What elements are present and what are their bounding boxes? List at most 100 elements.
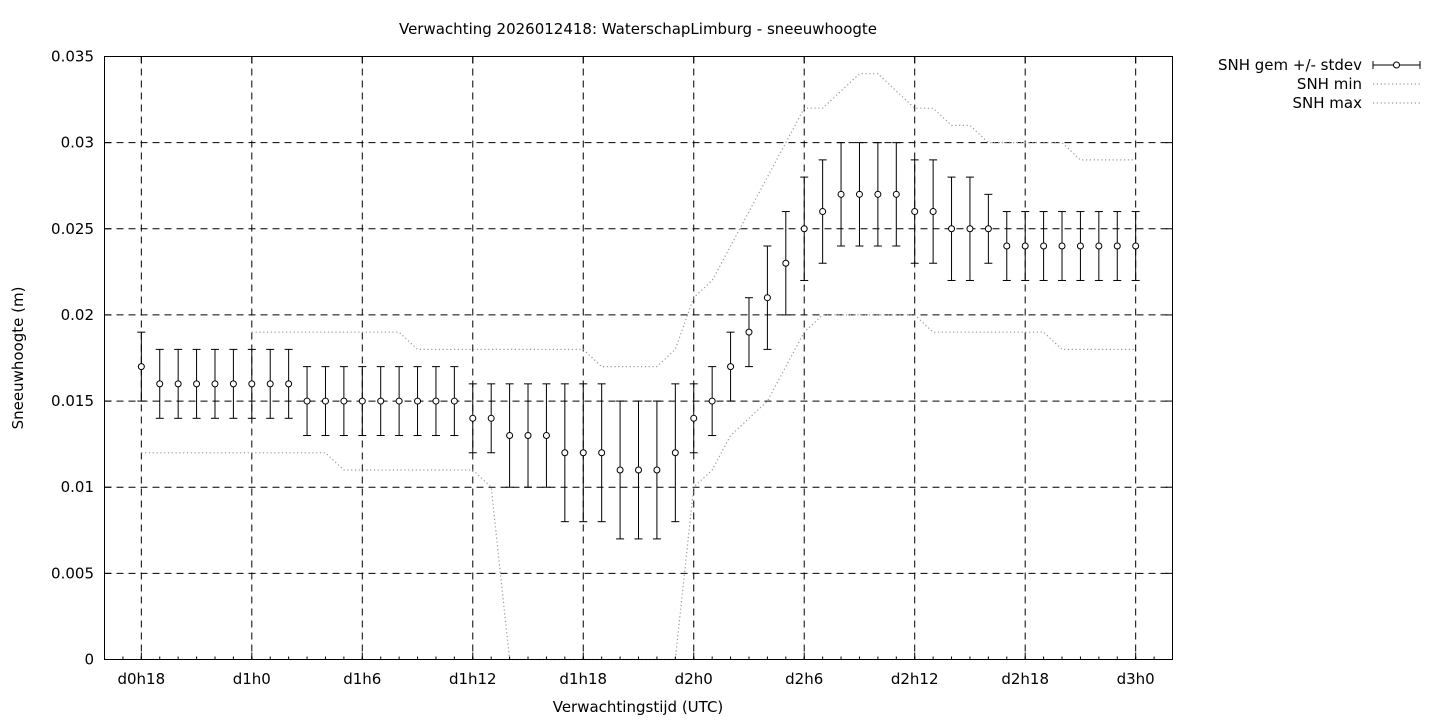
mean-marker xyxy=(414,397,422,405)
mean-marker xyxy=(911,208,919,216)
y-tick-label: 0.025 xyxy=(51,220,94,238)
mean-marker xyxy=(377,397,385,405)
errorbar-point xyxy=(929,159,938,264)
errorbar-point xyxy=(1076,211,1085,281)
errorbar-point xyxy=(468,383,477,454)
mean-marker xyxy=(1058,242,1066,250)
legend-label-snh-max: SNH max xyxy=(1293,94,1363,112)
mean-marker xyxy=(340,397,348,405)
mean-marker xyxy=(782,259,790,267)
x-tick-label: d3h0 xyxy=(1117,670,1155,688)
errorbar-point xyxy=(155,348,164,419)
errorbar-point xyxy=(579,383,588,523)
mean-marker xyxy=(137,363,145,371)
errorbar-point xyxy=(1058,211,1067,281)
mean-marker xyxy=(948,225,956,233)
errorbar-point xyxy=(266,348,275,419)
x-tick-label: d2h18 xyxy=(1001,670,1049,688)
errorbar-point xyxy=(616,400,625,540)
chart-title: Verwachting 2026012418: WaterschapLimbur… xyxy=(399,20,877,38)
errorbar-point xyxy=(1094,211,1103,281)
x-tick-label: d2h0 xyxy=(675,670,713,688)
mean-marker xyxy=(653,466,661,474)
errorbar-point xyxy=(910,159,919,264)
mean-marker xyxy=(1021,242,1029,250)
errorbar-point xyxy=(560,383,569,523)
errorbar-point xyxy=(505,383,514,488)
legend-swatch-marker xyxy=(1393,61,1400,69)
errorbar-point xyxy=(947,176,956,281)
errorbar-point xyxy=(965,176,974,281)
mean-marker xyxy=(542,432,550,440)
mean-marker xyxy=(174,380,182,388)
plot-frame xyxy=(104,56,1173,660)
errorbar-point xyxy=(487,383,496,454)
mean-marker xyxy=(1095,242,1103,250)
mean-marker xyxy=(395,397,403,405)
errorbar-point xyxy=(671,383,680,523)
mean-marker xyxy=(321,397,329,405)
errorbar-point xyxy=(137,331,146,402)
errorbar-point xyxy=(689,383,698,454)
errorbar-point xyxy=(284,348,293,419)
errorbar-point xyxy=(339,366,348,437)
x-tick-label: d0h18 xyxy=(117,670,165,688)
mean-marker xyxy=(561,449,569,457)
mean-marker xyxy=(285,380,293,388)
errorbar-point xyxy=(818,159,827,264)
mean-marker xyxy=(874,190,882,198)
errorbar-point xyxy=(1021,211,1030,281)
x-tick-label: d1h6 xyxy=(343,670,381,688)
errorbar-point xyxy=(450,366,459,437)
y-tick-label: 0.015 xyxy=(51,392,94,410)
errorbar-point xyxy=(376,366,385,437)
errorbar-point xyxy=(229,348,238,419)
errorbar-point xyxy=(192,348,201,419)
series-layer xyxy=(137,73,1140,661)
mean-marker xyxy=(579,449,587,457)
errorbar-point xyxy=(431,366,440,437)
mean-marker xyxy=(469,414,477,422)
errorbar-point xyxy=(984,193,993,264)
errorbar-point xyxy=(708,366,717,437)
mean-marker xyxy=(524,432,532,440)
errorbar-point xyxy=(210,348,219,419)
mean-marker xyxy=(855,190,863,198)
y-tick-label: 0.01 xyxy=(61,478,94,496)
x-tick-label: d1h12 xyxy=(449,670,497,688)
mean-marker xyxy=(984,225,992,233)
y-axis-label: Sneeuwhoogte (m) xyxy=(9,287,27,430)
mean-marker xyxy=(450,397,458,405)
mean-marker xyxy=(1040,242,1048,250)
errorbar-point xyxy=(303,366,312,437)
errorbar-point xyxy=(1113,211,1122,281)
errorbar-point xyxy=(174,348,183,419)
errorbar-point xyxy=(542,383,551,488)
mean-marker xyxy=(671,449,679,457)
errorbar-point xyxy=(634,400,643,540)
mean-marker xyxy=(598,449,606,457)
errorbar-point xyxy=(1131,211,1140,281)
mean-marker xyxy=(156,380,164,388)
mean-marker xyxy=(708,397,716,405)
mean-marker xyxy=(229,380,237,388)
mean-marker xyxy=(635,466,642,474)
mean-marker xyxy=(432,397,440,405)
x-axis-label: Verwachtingstijd (UTC) xyxy=(553,698,724,716)
errorbar-point xyxy=(652,400,661,540)
x-tick-label: d2h6 xyxy=(785,670,823,688)
mean-marker xyxy=(966,225,974,233)
mean-marker xyxy=(745,328,753,336)
mean-marker xyxy=(837,190,845,198)
mean-marker xyxy=(819,208,827,216)
mean-marker xyxy=(358,397,366,405)
y-tick-label: 0.02 xyxy=(61,306,94,324)
errorbar-point xyxy=(800,176,809,281)
mean-marker xyxy=(266,380,274,388)
mean-marker xyxy=(193,380,201,388)
mean-marker xyxy=(800,225,808,233)
x-tick-label: d1h18 xyxy=(559,670,607,688)
errorbar-point xyxy=(247,348,256,419)
